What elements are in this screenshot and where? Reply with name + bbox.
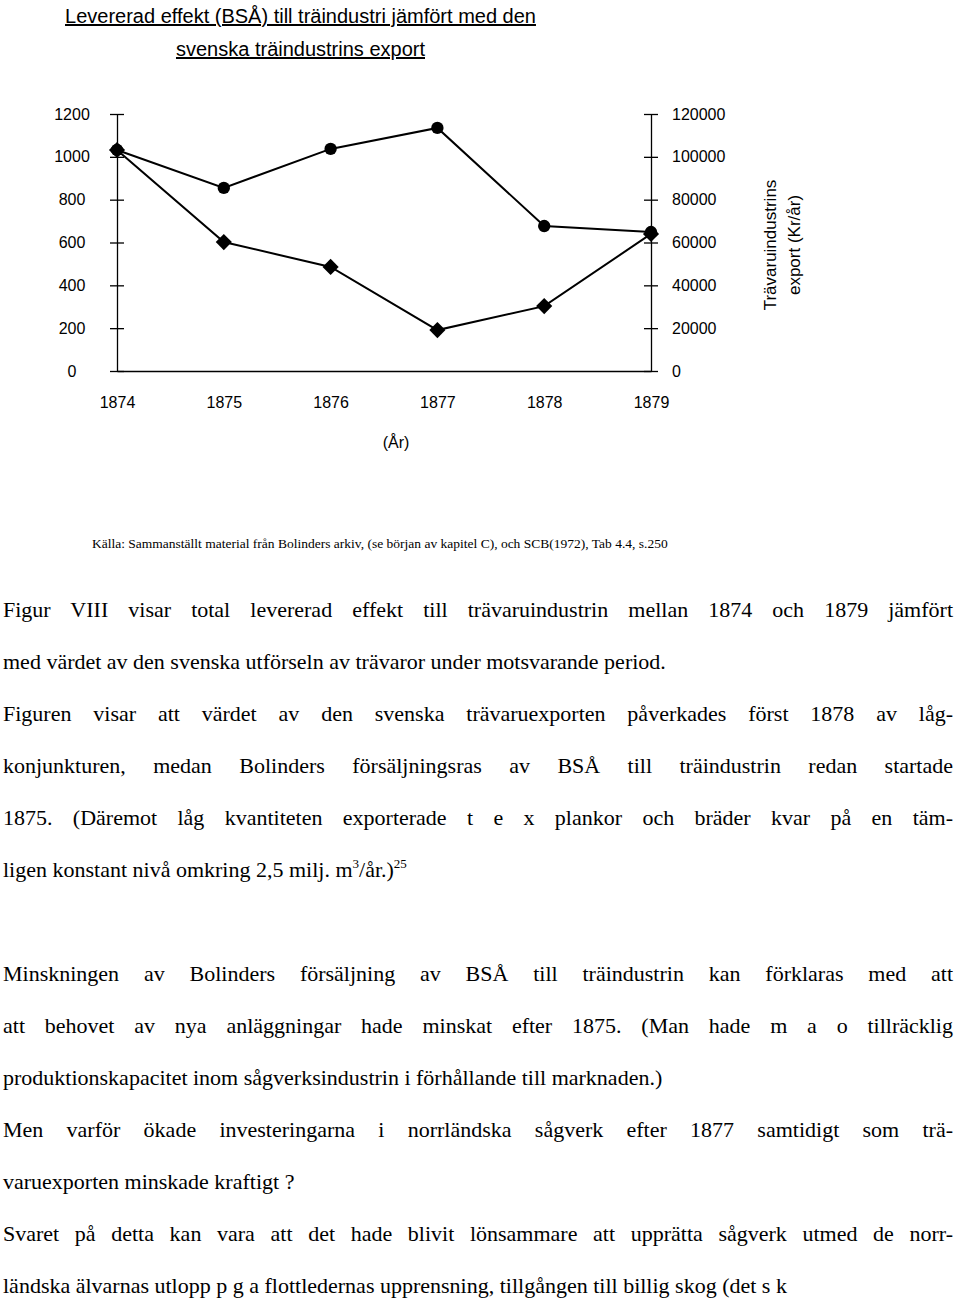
tick: 20000: [644, 320, 717, 337]
tick-mark: [644, 200, 658, 201]
text-line: Minskningen av Bolinders försäljning av …: [3, 948, 953, 1000]
y-axis: 0 200 400 600 800 1000 1200: [54, 106, 124, 380]
text-line: Svaret på detta kan vara att det hade bl…: [3, 1208, 953, 1260]
tick: 40000: [644, 277, 717, 294]
marker: [645, 226, 657, 238]
tick: 1200: [54, 106, 124, 123]
tick-label: 0: [672, 363, 681, 380]
y2-axis-title: Trävaruindustrinsexport (Kr/år): [761, 180, 804, 311]
tick-label: 1875: [207, 394, 243, 411]
tick-label: 120000: [672, 106, 725, 123]
tick-mark: [110, 114, 124, 115]
marker: [431, 122, 443, 134]
marker: [323, 259, 339, 275]
tick-label: 1200: [54, 106, 90, 123]
paragraph: Men varför ökade investeringarna i norrl…: [3, 1104, 953, 1208]
text-line: Figur VIII visar total levererad effekt …: [3, 584, 953, 636]
tick-mark: [644, 114, 658, 115]
text-line: med värdet av den svenska utförseln av t…: [3, 636, 953, 688]
tick: 80000: [644, 191, 717, 208]
tick-label: 40000: [672, 277, 717, 294]
tick: 1876: [313, 371, 349, 411]
tick-mark: [110, 242, 124, 243]
superscript: 25: [394, 856, 407, 871]
body-text: Figur VIII visar total levererad effekt …: [3, 584, 953, 1302]
tick-label: 80000: [672, 191, 717, 208]
text-line: Figuren visar att värdet av den svenska …: [3, 688, 953, 740]
paragraph: Svaret på detta kan vara att det hade bl…: [3, 1208, 953, 1302]
tick-mark: [644, 157, 658, 158]
text-block: Figur VIII visar total levererad effekt …: [3, 584, 953, 896]
x-axis-line: [118, 371, 652, 372]
tick-label: 100000: [672, 148, 725, 165]
plot-area: [109, 122, 659, 338]
marker: [324, 143, 336, 155]
tick-mark: [644, 242, 658, 243]
marker: [111, 144, 123, 156]
tick: 0: [68, 363, 124, 380]
text-line: ländska älvarnas utlopp p g a flottleder…: [3, 1260, 953, 1302]
superscript: 3: [353, 856, 360, 871]
x-axis: 1874 1875 1876 1877 1878 1879: [100, 371, 670, 411]
tick: 100000: [644, 148, 725, 165]
paragraph: Figur VIII visar total levererad effekt …: [3, 584, 953, 688]
tick-label: 1879: [634, 394, 670, 411]
tick: 400: [59, 277, 124, 294]
marker: [109, 142, 125, 158]
marker: [643, 226, 659, 242]
series-line: [117, 150, 651, 330]
text-line: produktionskapacitet inom sågverksindust…: [3, 1052, 953, 1104]
marker: [218, 182, 230, 194]
tick: 120000: [644, 106, 725, 123]
text-line: varuexporten minskade kraftigt ?: [3, 1156, 953, 1208]
series-line: [117, 128, 651, 232]
tick-label: 1877: [420, 394, 456, 411]
paragraph: Figuren visar att värdet av den svenska …: [3, 688, 953, 896]
marker: [538, 220, 550, 232]
marker: [536, 298, 552, 314]
text-line: ligen konstant nivå omkring 2,5 milj. m3…: [3, 844, 953, 896]
tick: 1877: [420, 371, 456, 411]
tick: 1879: [634, 371, 670, 411]
tick: 1875: [207, 371, 243, 411]
y2-axis: 0 20000 40000 60000 80000 100000 120000: [644, 106, 725, 380]
tick-label: 800: [59, 191, 86, 208]
marker: [216, 234, 232, 250]
tick: 200: [59, 320, 124, 337]
tick-label: 0: [68, 363, 77, 380]
tick: 1874: [100, 371, 136, 411]
tick-mark: [644, 285, 658, 286]
tick: 600: [59, 234, 124, 251]
text-run: /år.): [359, 857, 394, 882]
tick-label: 1874: [100, 394, 136, 411]
tick-label: 1876: [313, 394, 349, 411]
tick-mark: [110, 328, 124, 329]
text-line: att behovet av nya anläggningar hade min…: [3, 1000, 953, 1052]
tick-label: 1000: [54, 148, 90, 165]
chart: 0 200 400 600 800 1000 1200 0 20000 40000 60000 800…: [0, 0, 960, 470]
tick-label: 400: [59, 277, 86, 294]
chart-title: Levererad effekt (BSÅ) till träindustri …: [63, 0, 538, 66]
paragraph: Minskningen av Bolinders försäljning av …: [3, 948, 953, 1104]
tick: 800: [59, 191, 124, 208]
tick: 1878: [527, 371, 563, 411]
tick-label: 200: [59, 320, 86, 337]
tick-label: 20000: [672, 320, 717, 337]
text-run: ligen konstant nivå omkring 2,5 milj. m: [3, 857, 353, 882]
tick-mark: [110, 285, 124, 286]
text-line: Men varför ökade investeringarna i norrl…: [3, 1104, 953, 1156]
x-axis-title: (År): [383, 433, 410, 451]
tick-mark: [110, 200, 124, 201]
source-note: Källa: Sammanställt material från Bolind…: [92, 536, 668, 552]
text-line: konjunkturen, medan Bolinders försäljnin…: [3, 740, 953, 792]
tick-label: 600: [59, 234, 86, 251]
text-block: Minskningen av Bolinders försäljning av …: [3, 948, 953, 1302]
tick-label: 1878: [527, 394, 563, 411]
tick-label: 60000: [672, 234, 717, 251]
marker: [429, 322, 445, 338]
tick-mark: [644, 328, 658, 329]
text-line: 1875. (Däremot låg kvantiteten exportera…: [3, 792, 953, 844]
